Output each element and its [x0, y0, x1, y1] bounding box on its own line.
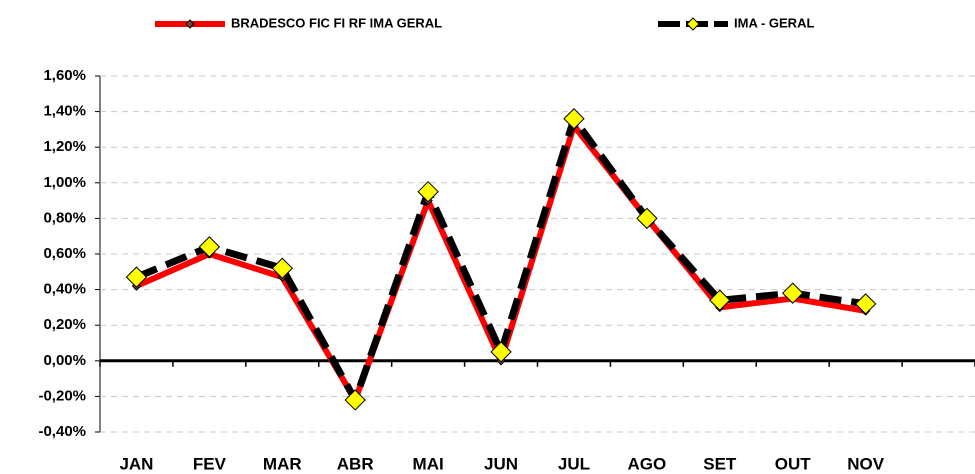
data-point	[198, 236, 221, 258]
legend-marker	[686, 17, 700, 31]
data-point	[344, 389, 366, 411]
x-tick-label: NOV	[847, 454, 885, 473]
legend: BRADESCO FIC FI RF IMA GERAL IMA - GERAL	[155, 15, 814, 31]
data-point	[125, 266, 148, 288]
y-tick-label: -0,40%	[38, 423, 86, 440]
x-tick-label: FEV	[193, 454, 227, 473]
y-tick-label: 0,20%	[43, 316, 86, 333]
data-point	[854, 293, 877, 315]
data-point	[271, 257, 293, 279]
x-tick-label: OUT	[775, 454, 812, 473]
x-tick-label: SET	[703, 454, 737, 473]
data-point	[563, 108, 585, 130]
data-point	[490, 341, 512, 363]
x-tick-label: ABR	[337, 454, 374, 473]
y-tick-label: 0,80%	[43, 209, 86, 226]
x-tick-label: MAR	[263, 454, 302, 473]
y-tick-label: 1,60%	[43, 67, 86, 84]
series-line	[135, 115, 867, 404]
data-point	[417, 180, 439, 203]
y-tick-label: 0,60%	[43, 245, 86, 262]
y-tick-label: 1,20%	[43, 138, 86, 155]
data-point	[709, 289, 731, 311]
y-tick-label: -0,20%	[38, 387, 86, 404]
y-tick-label: 0,40%	[43, 281, 86, 298]
x-tick-label: JUL	[558, 454, 590, 473]
x-tick-label: JUN	[484, 454, 518, 473]
data-point	[782, 282, 804, 304]
y-tick-label: 1,00%	[43, 174, 86, 191]
y-tick-label: 1,40%	[43, 103, 86, 120]
legend-marker	[185, 19, 195, 29]
x-tick-label: AGO	[628, 454, 667, 473]
legend-label: IMA - GERAL	[734, 15, 814, 30]
y-tick-label: 0,00%	[43, 352, 86, 369]
legend-label: BRADESCO FIC FI RF IMA GERAL	[231, 15, 442, 30]
x-tick-label: MAI	[413, 454, 444, 473]
x-tick-label: JAN	[119, 454, 153, 473]
data-point	[636, 207, 658, 230]
